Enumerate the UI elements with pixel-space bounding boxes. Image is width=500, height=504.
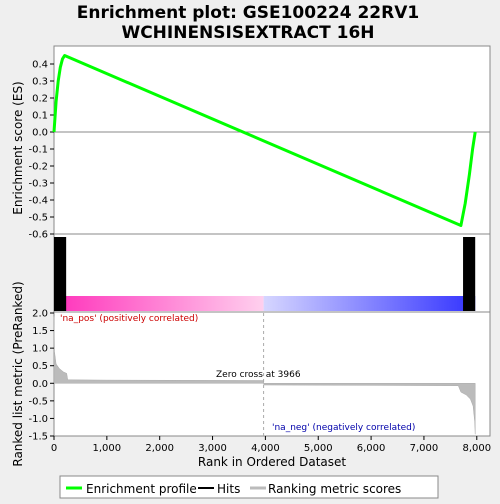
es-y-tick-label: -0.1 [28,145,48,156]
x-tick-label: 1,000 [93,443,122,454]
es-panel [53,45,491,235]
metric-y-tick-label: -1.5 [28,432,48,443]
es-y-axis-label: Enrichment score (ES) [11,81,25,214]
legend-box [59,475,439,499]
legend-label-metric: Ranking metric scores [268,482,401,496]
metric-y-tick-label: -0.5 [28,396,48,407]
x-tick-label: 8,000 [462,443,491,454]
x-tick-label: 0 [51,443,57,454]
es-y-tick-label: -0.3 [28,179,48,190]
metric-area [53,316,476,435]
x-tick-label: 6,000 [357,443,386,454]
es-plot-layer: -0.6 -0.5 -0.4 -0.3 -0.2 -0.1 0.0 0.1 0.2 0.3 0.4 [28,54,490,241]
es-y-tick-label: -0.5 [28,213,48,224]
metric-plot-layer: -1.5 -1.0 -0.5 0.0 0.5 1.0 1.5 2.0 0 1,000 2,000 3,… [28,309,491,455]
es-y-tick-label: 0.3 [32,77,48,88]
es-y-tick-label: -0.6 [28,230,48,241]
metric-panel [53,311,491,437]
es-y-tick-label: -0.2 [28,162,48,173]
neg-label: 'na_neg' (negatively correlated) [272,423,415,433]
gradient-bar-positive [54,296,264,311]
es-y-tick-label: 0.4 [32,60,48,71]
metric-y-tick-label: 1.5 [32,326,48,337]
metric-y-tick-label: 2.0 [32,309,48,320]
legend-label-hits: Hits [217,482,240,496]
metric-y-tick-label: 0.0 [32,379,48,390]
chart-title-line-2: WCHINENSISEXTRACT 16H [121,23,374,43]
x-tick-label: 2,000 [145,443,174,454]
hit-block [54,237,67,296]
metric-y-tick-label: -1.0 [28,414,48,425]
gradient-bar-negative [263,296,476,311]
x-tick-label: 3,000 [198,443,227,454]
hit-block-bar [463,296,476,311]
x-tick-label: 4,000 [251,443,280,454]
x-tick-label: 7,000 [410,443,439,454]
metric-y-tick-label: 1.0 [32,344,48,355]
zero-cross-label: Zero cross at 3966 [216,370,301,380]
legend-label-enrichment: Enrichment profile [86,482,197,496]
pos-label: 'na_pos' (positively correlated) [60,314,198,324]
hits-layer [54,237,476,311]
es-y-tick-label: 0.0 [32,128,48,139]
metric-y-axis-label: Ranked list metric (PreRanked) [11,281,25,466]
es-profile-line [52,54,477,227]
es-y-tick-label: 0.1 [32,111,48,122]
hit-block-bar [54,296,67,311]
x-axis-label: Rank in Ordered Dataset [198,455,346,469]
hit-block [463,237,476,296]
metric-y-tick-label: 0.5 [32,361,48,372]
x-tick-label: 5,000 [304,443,333,454]
es-y-tick-label: 0.2 [32,94,48,105]
es-y-tick-label: -0.4 [28,196,48,207]
chart-title-line-1: Enrichment plot: GSE100224 22RV1 [77,3,419,23]
